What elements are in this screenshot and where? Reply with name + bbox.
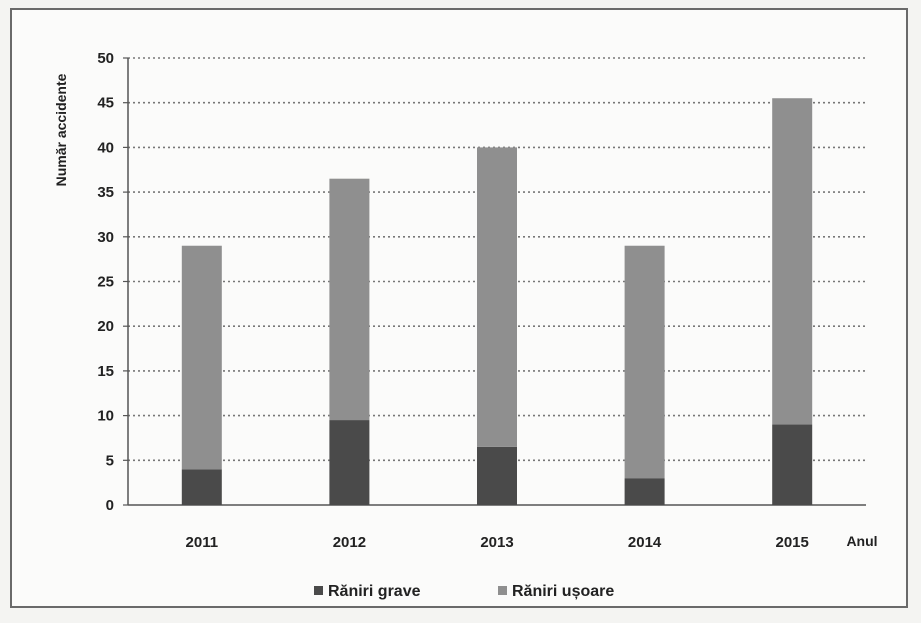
bar-raniri-usoare-2012 bbox=[329, 178, 370, 421]
legend-label-raniri-usoare: Răniri ușoare bbox=[512, 583, 614, 600]
x-tick-label: 2015 bbox=[776, 534, 809, 551]
y-tick-label: 30 bbox=[97, 229, 114, 246]
x-tick-label: 2012 bbox=[333, 534, 366, 551]
bar-raniri-grave-2013 bbox=[477, 446, 517, 505]
bar-raniri-grave-2011 bbox=[181, 469, 222, 505]
bars bbox=[181, 98, 813, 505]
bar-raniri-grave-2015 bbox=[772, 424, 813, 505]
legend-swatch-raniri-usoare bbox=[498, 586, 507, 595]
bar-raniri-grave-2012 bbox=[329, 420, 370, 505]
y-tick-label: 50 bbox=[97, 50, 114, 67]
x-axis-label: Anul bbox=[846, 533, 877, 549]
y-tick-label: 45 bbox=[97, 95, 114, 112]
bar-raniri-usoare-2011 bbox=[181, 245, 222, 470]
y-tick-label: 25 bbox=[97, 274, 114, 291]
y-tick-label: 20 bbox=[97, 318, 114, 335]
y-tick-label: 0 bbox=[106, 497, 114, 514]
y-axis-label: Număr accidente bbox=[53, 73, 69, 186]
bar-raniri-usoare-2015 bbox=[772, 98, 813, 425]
x-axis-ticks: 2011 2012 2013 2014 2015 bbox=[186, 534, 809, 551]
y-tick-label: 40 bbox=[97, 139, 114, 156]
y-tick-label: 10 bbox=[97, 408, 114, 425]
bar-raniri-usoare-2013 bbox=[477, 147, 517, 447]
x-tick-label: 2014 bbox=[628, 534, 662, 551]
x-tick-label: 2011 bbox=[186, 534, 219, 551]
x-tick-label: 2013 bbox=[480, 534, 513, 551]
grid-lines bbox=[128, 57, 866, 462]
y-tick-label: 5 bbox=[106, 452, 114, 469]
legend: Răniri grave Răniri ușoare bbox=[314, 583, 614, 600]
bar-raniri-usoare-2014 bbox=[624, 245, 665, 479]
bar-raniri-grave-2014 bbox=[624, 478, 665, 505]
chart-frame bbox=[10, 8, 908, 608]
legend-label-raniri-grave: Răniri grave bbox=[328, 583, 421, 600]
y-axis-ticks: 0 5 10 15 20 25 30 35 40 45 50 bbox=[97, 50, 128, 514]
y-tick-label: 35 bbox=[97, 184, 114, 201]
y-tick-label: 15 bbox=[97, 363, 114, 380]
legend-swatch-raniri-grave bbox=[314, 586, 323, 595]
